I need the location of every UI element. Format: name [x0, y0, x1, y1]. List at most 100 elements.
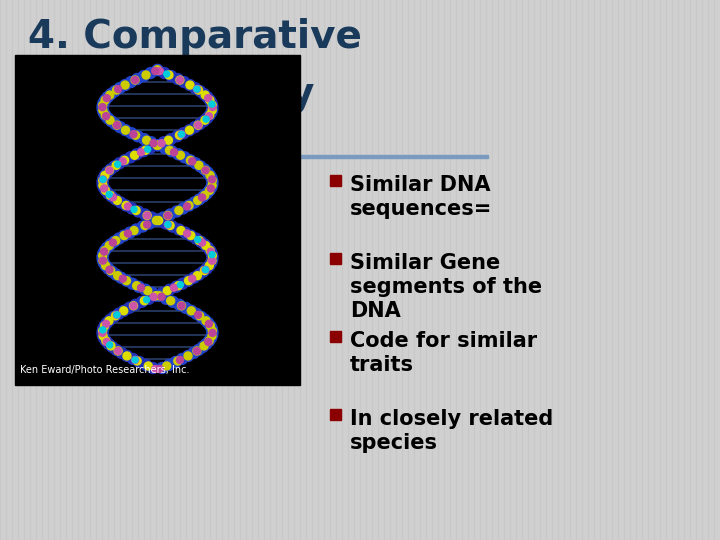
Circle shape: [199, 239, 206, 246]
Circle shape: [179, 131, 184, 137]
Circle shape: [208, 101, 216, 109]
Circle shape: [202, 92, 213, 103]
Circle shape: [194, 197, 202, 205]
Circle shape: [206, 96, 214, 104]
Circle shape: [99, 256, 107, 265]
Circle shape: [172, 73, 184, 85]
Circle shape: [152, 64, 163, 76]
Circle shape: [193, 345, 204, 355]
Circle shape: [98, 173, 109, 184]
Text: 4. Comparative: 4. Comparative: [28, 18, 362, 56]
Circle shape: [98, 257, 109, 268]
Circle shape: [184, 230, 191, 237]
Circle shape: [174, 357, 182, 365]
Circle shape: [107, 267, 114, 275]
Circle shape: [99, 252, 107, 260]
Circle shape: [140, 209, 150, 220]
Circle shape: [107, 266, 117, 277]
Circle shape: [176, 151, 184, 159]
Circle shape: [102, 111, 109, 119]
Circle shape: [131, 76, 139, 84]
Circle shape: [198, 116, 210, 127]
Circle shape: [208, 327, 217, 335]
Circle shape: [187, 232, 195, 240]
Circle shape: [132, 206, 144, 217]
Circle shape: [102, 186, 109, 194]
Circle shape: [202, 113, 212, 124]
Circle shape: [157, 362, 168, 374]
Circle shape: [101, 171, 109, 179]
Circle shape: [116, 347, 127, 359]
Circle shape: [119, 155, 130, 166]
Circle shape: [99, 101, 107, 109]
Circle shape: [208, 181, 216, 190]
Circle shape: [130, 131, 137, 138]
Circle shape: [152, 292, 160, 300]
Circle shape: [209, 104, 216, 111]
Circle shape: [207, 326, 218, 338]
Circle shape: [179, 152, 190, 163]
Circle shape: [99, 181, 107, 190]
Circle shape: [132, 131, 140, 139]
Circle shape: [132, 356, 138, 363]
Circle shape: [206, 247, 215, 254]
Circle shape: [107, 342, 113, 348]
Circle shape: [109, 312, 120, 322]
Circle shape: [145, 68, 156, 78]
Circle shape: [202, 167, 209, 174]
Circle shape: [98, 323, 109, 334]
Circle shape: [177, 278, 188, 289]
Circle shape: [107, 191, 112, 198]
Circle shape: [97, 326, 108, 338]
Circle shape: [205, 186, 214, 194]
Circle shape: [120, 200, 132, 211]
Circle shape: [158, 293, 165, 300]
Circle shape: [208, 332, 216, 340]
Circle shape: [120, 232, 128, 240]
Circle shape: [152, 366, 158, 373]
Circle shape: [204, 94, 215, 106]
Circle shape: [167, 296, 179, 307]
Circle shape: [97, 176, 108, 187]
Circle shape: [163, 360, 174, 370]
Circle shape: [114, 312, 120, 318]
Circle shape: [99, 333, 109, 343]
Circle shape: [115, 272, 127, 283]
Circle shape: [156, 68, 163, 75]
Circle shape: [147, 287, 158, 298]
Circle shape: [112, 161, 120, 170]
Circle shape: [207, 329, 217, 340]
Circle shape: [187, 307, 195, 315]
Circle shape: [101, 185, 108, 192]
Circle shape: [143, 136, 150, 144]
Circle shape: [207, 322, 215, 330]
Circle shape: [202, 318, 214, 328]
Circle shape: [194, 121, 202, 129]
Circle shape: [205, 320, 212, 327]
Circle shape: [166, 221, 174, 229]
Circle shape: [144, 218, 155, 229]
Circle shape: [107, 191, 114, 199]
Circle shape: [138, 284, 145, 291]
Circle shape: [100, 335, 112, 346]
Circle shape: [121, 156, 129, 164]
Circle shape: [201, 263, 212, 274]
Circle shape: [171, 206, 182, 217]
Circle shape: [204, 110, 215, 120]
Circle shape: [164, 221, 171, 228]
Circle shape: [176, 356, 184, 363]
Circle shape: [186, 305, 197, 316]
Circle shape: [98, 106, 109, 118]
Circle shape: [142, 71, 150, 79]
Circle shape: [140, 360, 151, 370]
Circle shape: [202, 317, 210, 325]
Circle shape: [103, 263, 114, 274]
Circle shape: [201, 191, 209, 199]
Circle shape: [106, 191, 117, 202]
Circle shape: [158, 212, 168, 223]
Circle shape: [184, 79, 195, 91]
Circle shape: [194, 85, 200, 92]
Circle shape: [102, 320, 109, 327]
Circle shape: [194, 122, 202, 129]
Circle shape: [125, 227, 135, 238]
